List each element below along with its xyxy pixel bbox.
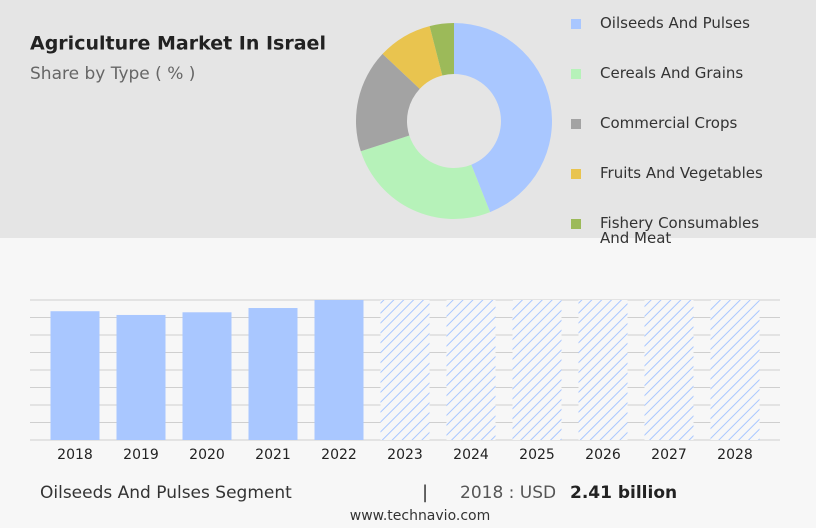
legend-label: Cereals And Grains [600, 64, 744, 82]
forecast-placeholder [512, 300, 562, 440]
chart-subtitle: Share by Type ( % ) [30, 64, 195, 84]
legend-swatch [571, 169, 581, 179]
donut-segment [454, 23, 553, 213]
x-tick-label: 2028 [717, 447, 753, 463]
x-tick-label: 2025 [519, 447, 555, 463]
x-tick-label: 2019 [123, 447, 159, 463]
x-tick-label: 2027 [651, 447, 687, 463]
footer-separator: | [422, 482, 428, 503]
x-tick-label: 2024 [453, 447, 489, 463]
bar [314, 300, 364, 440]
bar [50, 311, 100, 440]
x-tick-label: 2021 [255, 447, 291, 463]
forecast-placeholder [578, 300, 628, 440]
legend-swatch [571, 19, 581, 29]
legend-swatch [571, 219, 581, 229]
footer-year: 2018 : USD [460, 483, 556, 503]
chart-title: Agriculture Market In Israel [30, 33, 326, 55]
legend-label: Commercial Crops [600, 114, 738, 132]
donut-segment [382, 26, 443, 89]
footer-segment: Oilseeds And Pulses Segment [40, 483, 292, 503]
x-tick-label: 2018 [57, 447, 93, 463]
source: www.technavio.com [350, 508, 491, 524]
legend-label: Fishery Consumables And Meat [600, 214, 760, 247]
footer-value: 2.41 billion [570, 483, 677, 503]
x-tick-label: 2026 [585, 447, 621, 463]
legend-label: Oilseeds And Pulses [600, 14, 750, 32]
bar [248, 308, 298, 440]
x-tick-label: 2020 [189, 447, 225, 463]
forecast-placeholder [644, 300, 694, 440]
forecast-placeholder [446, 300, 496, 440]
bar [182, 312, 232, 440]
forecast-placeholder [380, 300, 430, 440]
legend-swatch [571, 119, 581, 129]
donut-segment [355, 53, 420, 152]
donut-segment [360, 135, 491, 219]
bar [116, 314, 166, 440]
x-tick-label: 2022 [321, 447, 357, 463]
x-tick-label: 2023 [387, 447, 423, 463]
legend-label: Fruits And Vegetables [600, 164, 763, 182]
legend-swatch [571, 69, 581, 79]
donut-segment [429, 23, 454, 76]
forecast-placeholder [710, 300, 760, 440]
